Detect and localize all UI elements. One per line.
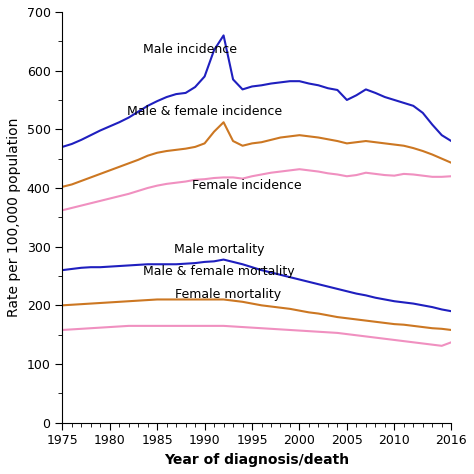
Y-axis label: Rate per 100,000 population: Rate per 100,000 population xyxy=(7,118,21,317)
Text: Male mortality: Male mortality xyxy=(173,243,264,256)
X-axis label: Year of diagnosis/death: Year of diagnosis/death xyxy=(164,453,349,467)
Text: Female incidence: Female incidence xyxy=(192,179,302,192)
Text: Male & female incidence: Male & female incidence xyxy=(127,105,282,118)
Text: Male & female mortality: Male & female mortality xyxy=(143,265,295,278)
Text: Female mortality: Female mortality xyxy=(175,288,282,301)
Text: Male incidence: Male incidence xyxy=(143,43,237,56)
